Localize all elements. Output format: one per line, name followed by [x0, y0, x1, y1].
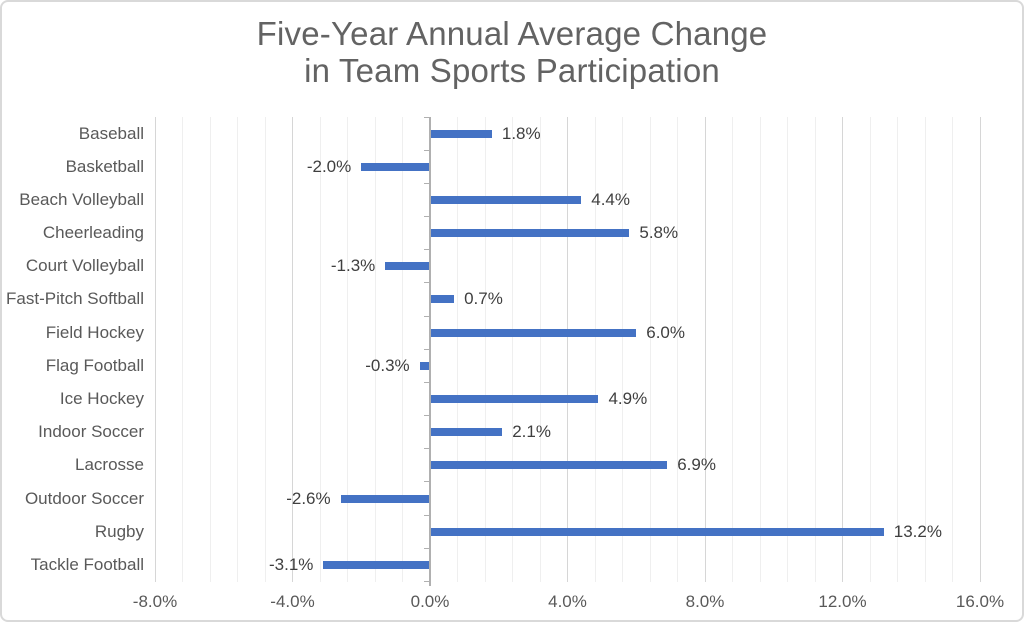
- data-label: -2.0%: [306, 156, 352, 176]
- data-label: 4.4%: [591, 189, 630, 209]
- gridline-minor: [814, 117, 816, 582]
- category-axis-line: [429, 117, 431, 586]
- gridline-minor: [952, 117, 953, 582]
- x-axis-label: 16.0%: [955, 592, 1005, 611]
- axis-tick: [424, 315, 429, 317]
- gridline-minor: [869, 117, 871, 582]
- category-label: Ice Hockey: [59, 389, 144, 409]
- gridline-minor: [732, 117, 733, 582]
- data-label: 13.2%: [893, 521, 942, 541]
- category-label: Basketball: [65, 156, 144, 176]
- axis-tick: [424, 381, 429, 383]
- category-label: Fast-Pitch Softball: [6, 289, 144, 309]
- data-label: 1.8%: [501, 123, 541, 143]
- axis-tick: [424, 481, 429, 483]
- gridline-minor: [649, 117, 651, 582]
- axis-tick: [424, 514, 429, 516]
- axis-tick: [424, 581, 429, 582]
- x-axis-label: -4.0%: [270, 592, 315, 611]
- bar: [340, 494, 430, 503]
- category-label: Field Hockey: [45, 322, 144, 342]
- bar: [385, 262, 430, 271]
- axis-tick: [424, 116, 429, 118]
- category-label: Court Volleyball: [25, 256, 144, 276]
- bar: [430, 295, 455, 304]
- axis-tick: [424, 547, 429, 549]
- bar: [430, 527, 884, 536]
- gridline-minor: [484, 117, 486, 582]
- data-label: 4.9%: [608, 389, 648, 409]
- bar: [419, 361, 430, 370]
- gridline-minor: [457, 117, 458, 582]
- category-label: Outdoor Soccer: [24, 488, 144, 508]
- data-label: 2.1%: [512, 422, 551, 442]
- category-label: Baseball: [78, 123, 144, 143]
- gridline-minor: [182, 117, 183, 582]
- gridline-minor: [402, 117, 403, 582]
- bar: [430, 428, 503, 437]
- axis-tick: [424, 149, 429, 151]
- gridline-minor: [512, 117, 513, 582]
- gridline-major: [567, 117, 568, 582]
- x-axis-label: -8.0%: [132, 592, 178, 611]
- category-label: Indoor Soccer: [38, 422, 144, 442]
- data-label: -1.3%: [330, 256, 376, 276]
- category-label: Tackle Football: [30, 554, 144, 574]
- data-label: -0.3%: [365, 355, 410, 375]
- category-label: Beach Volleyball: [19, 189, 144, 209]
- gridline-minor: [319, 117, 321, 582]
- data-label: 6.0%: [646, 322, 685, 342]
- axis-tick: [424, 282, 429, 284]
- gridline-minor: [759, 117, 761, 582]
- gridline-major: [979, 117, 981, 582]
- gridline-minor: [924, 117, 926, 582]
- gridline-minor: [594, 117, 596, 582]
- gridline-minor: [374, 117, 376, 582]
- gridline-minor: [209, 117, 211, 582]
- axis-tick: [424, 348, 429, 350]
- bar: [430, 229, 630, 238]
- data-label: -2.6%: [286, 488, 331, 508]
- data-label: 0.7%: [464, 289, 503, 309]
- axis-tick: [424, 448, 429, 450]
- axis-tick: [424, 216, 429, 218]
- gridline-major: [842, 117, 843, 582]
- gridline-minor: [237, 117, 238, 582]
- axis-tick: [424, 249, 429, 251]
- chart-title: Five-Year Annual Average Change in Team …: [256, 15, 768, 89]
- axis-tick: [424, 182, 429, 184]
- category-label: Flag Football: [45, 355, 144, 375]
- bar: [430, 328, 637, 337]
- gridline-minor: [347, 117, 348, 582]
- gridline-minor: [677, 117, 678, 582]
- x-axis-label: 4.0%: [548, 592, 587, 611]
- bar: [430, 395, 599, 404]
- gridline-minor: [622, 117, 623, 582]
- data-label: -3.1%: [269, 554, 314, 574]
- axis-tick: [424, 415, 429, 417]
- bar: [361, 162, 430, 171]
- gridline-major: [292, 117, 293, 582]
- data-label: 5.8%: [639, 223, 679, 243]
- category-label: Cheerleading: [42, 223, 144, 243]
- x-axis-label: 0.0%: [410, 592, 450, 611]
- bar: [430, 195, 582, 204]
- x-axis-label: 12.0%: [818, 592, 867, 611]
- bar: [323, 560, 430, 569]
- x-axis-label: 8.0%: [685, 592, 725, 611]
- gridline-minor: [264, 117, 266, 582]
- gridline-minor: [787, 117, 788, 582]
- gridline-major: [154, 117, 156, 582]
- gridline-minor: [539, 117, 541, 582]
- bar: [430, 461, 668, 470]
- data-label: 6.9%: [677, 455, 716, 475]
- category-label: Rugby: [94, 521, 144, 541]
- gridline-major: [704, 117, 706, 582]
- gridline-minor: [897, 117, 898, 582]
- bar: [430, 129, 492, 138]
- category-label: Lacrosse: [75, 455, 144, 475]
